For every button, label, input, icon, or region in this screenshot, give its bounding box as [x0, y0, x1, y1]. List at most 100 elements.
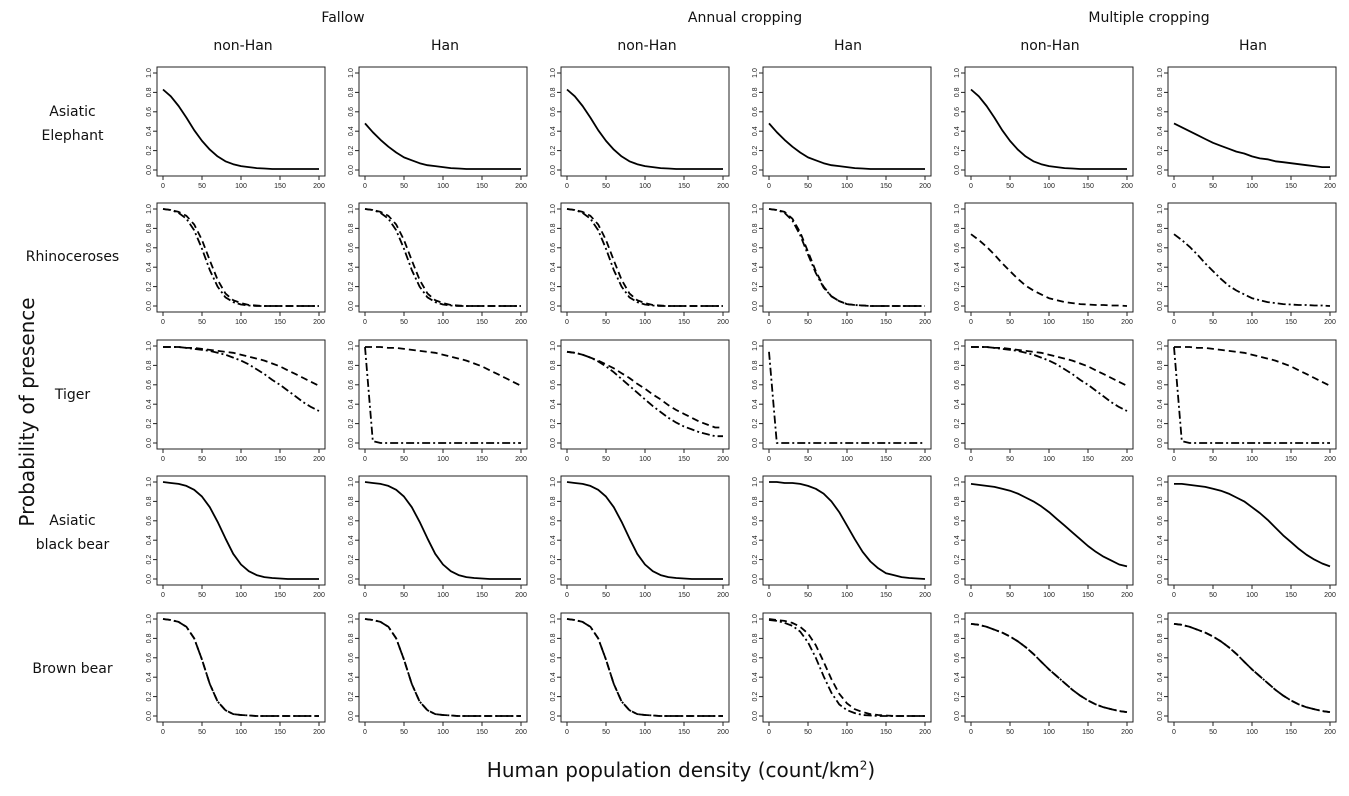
- x-tick-label: 100: [841, 183, 853, 190]
- x-tick-label: 0: [161, 183, 165, 190]
- x-tick-label: 200: [313, 183, 325, 190]
- y-tick-label: 0.4: [954, 399, 961, 409]
- y-tick-label: 0.0: [752, 301, 759, 311]
- panel-frame: [560, 202, 730, 313]
- x-tick-label: 50: [1209, 183, 1217, 190]
- panel-frame: [964, 475, 1134, 586]
- x-tick-label: 200: [717, 729, 729, 736]
- panel: 0 50 100 150 200 0.0 0.2 0.4 0.6 0.8 1.0: [146, 339, 326, 463]
- x-tick-label: 200: [313, 729, 325, 736]
- series-line-dashed: [364, 618, 521, 717]
- panel: 0 50 100 150 200 0.0 0.2 0.4 0.6 0.8 1.0: [1157, 66, 1337, 190]
- series-line-dotdash: [364, 208, 521, 307]
- panel: 0 50 100 150 200 0.0 0.2 0.4 0.6 0.8 1.0: [146, 66, 326, 190]
- x-tick-label: 50: [400, 183, 408, 190]
- row-label-brown-bear: Brown bear: [0, 657, 145, 681]
- x-tick-label: 50: [1209, 456, 1217, 463]
- panel-frame: [358, 612, 528, 723]
- y-tick-label: 0.2: [954, 146, 961, 156]
- y-tick-label: 1.0: [1157, 614, 1164, 624]
- x-tick-label: 200: [1121, 456, 1133, 463]
- panel-frame: [560, 475, 730, 586]
- x-tick-label: 0: [161, 729, 165, 736]
- panel-frame: [1167, 66, 1337, 177]
- y-tick-label: 1.0: [752, 204, 759, 214]
- x-tick-label: 100: [639, 456, 651, 463]
- x-tick-label: 100: [235, 456, 247, 463]
- panel: 0 50 100 150 200 0.0 0.2 0.4 0.6 0.8 1.0: [752, 475, 932, 599]
- x-tick-label: 0: [969, 456, 973, 463]
- column-label: Han: [834, 38, 862, 54]
- y-tick-label: 0.8: [146, 496, 153, 506]
- x-tick-label: 50: [400, 319, 408, 326]
- group-label-annual-cropping: Annual cropping: [687, 10, 803, 26]
- y-tick-label: 0.4: [348, 262, 355, 272]
- x-tick-label: 200: [313, 592, 325, 599]
- y-tick-label: 0.0: [954, 165, 961, 175]
- x-tick-label: 150: [476, 592, 488, 599]
- y-tick-label: 0.4: [954, 126, 961, 136]
- y-tick-label: 1.0: [954, 614, 961, 624]
- y-tick-label: 0.0: [1157, 165, 1164, 175]
- y-tick-label: 0.2: [1157, 419, 1164, 429]
- x-tick-label: 50: [198, 456, 206, 463]
- column-label: non-Han: [1020, 38, 1080, 54]
- y-tick-label: 0.6: [348, 516, 355, 526]
- x-tick-label: 100: [1246, 592, 1258, 599]
- y-tick-label: 0.0: [146, 165, 153, 175]
- x-tick-label: 150: [1285, 456, 1297, 463]
- x-tick-label: 100: [639, 592, 651, 599]
- y-tick-label: 1.0: [1157, 204, 1164, 214]
- y-tick-label: 0.8: [752, 87, 759, 97]
- x-tick-label: 200: [515, 592, 527, 599]
- x-tick-label: 150: [678, 456, 690, 463]
- y-tick-label: 1.0: [146, 68, 153, 78]
- y-tick-label: 0.8: [348, 633, 355, 643]
- y-tick-label: 0.2: [752, 555, 759, 565]
- y-tick-label: 0.6: [752, 653, 759, 663]
- x-tick-label: 200: [919, 592, 931, 599]
- y-tick-label: 0.0: [954, 301, 961, 311]
- y-tick-label: 0.8: [1157, 633, 1164, 643]
- panel-frame: [156, 202, 326, 313]
- x-tick-label: 100: [235, 319, 247, 326]
- series-line-solid: [769, 481, 926, 580]
- panel: 0 50 100 150 200 0.0 0.2 0.4 0.6 0.8 1.0: [348, 202, 528, 326]
- x-tick-label: 150: [1082, 729, 1094, 736]
- x-tick-label: 0: [767, 592, 771, 599]
- y-tick-label: 0.0: [954, 711, 961, 721]
- x-tick-label: 200: [717, 319, 729, 326]
- y-tick-label: 0.2: [348, 555, 355, 565]
- x-tick-label: 200: [717, 456, 729, 463]
- y-tick-label: 0.8: [1157, 496, 1164, 506]
- y-tick-label: 0.0: [1157, 574, 1164, 584]
- y-tick-label: 0.2: [550, 419, 557, 429]
- x-tick-label: 50: [1209, 729, 1217, 736]
- y-tick-label: 0.2: [348, 282, 355, 292]
- y-tick-label: 0.4: [146, 672, 153, 682]
- x-tick-label: 100: [639, 319, 651, 326]
- panel-frame: [156, 66, 326, 177]
- y-tick-label: 0.4: [752, 262, 759, 272]
- y-tick-label: 0.6: [146, 107, 153, 117]
- y-tick-label: 0.6: [348, 380, 355, 390]
- y-tick-label: 1.0: [752, 614, 759, 624]
- x-tick-label: 150: [274, 183, 286, 190]
- x-tick-label: 150: [476, 729, 488, 736]
- x-tick-label: 0: [363, 729, 367, 736]
- y-tick-label: 1.0: [1157, 477, 1164, 487]
- panel-frame: [156, 475, 326, 586]
- row-label-line: Elephant: [41, 128, 104, 144]
- y-tick-label: 0.6: [550, 380, 557, 390]
- y-tick-label: 0.0: [550, 301, 557, 311]
- x-tick-label: 0: [363, 183, 367, 190]
- y-tick-label: 1.0: [752, 341, 759, 351]
- x-axis-title-text: Human population density (count/km: [486, 758, 860, 782]
- x-tick-label: 0: [565, 183, 569, 190]
- y-tick-label: 0.6: [146, 653, 153, 663]
- panel: 0 50 100 150 200 0.0 0.2 0.4 0.6 0.8 1.0: [348, 612, 528, 736]
- y-tick-label: 0.4: [1157, 399, 1164, 409]
- x-tick-label: 0: [969, 319, 973, 326]
- panel: 0 50 100 150 200 0.0 0.2 0.4 0.6 0.8 1.0: [752, 66, 932, 190]
